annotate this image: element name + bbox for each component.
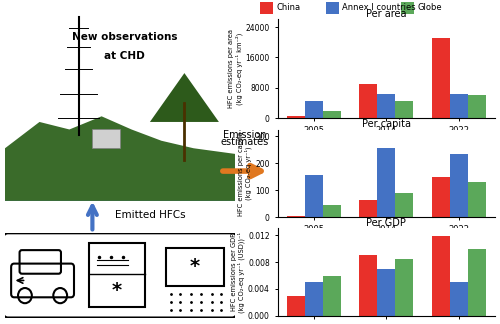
Text: *: *	[112, 281, 122, 300]
Bar	[286, 296, 304, 316]
Text: at CHD: at CHD	[104, 51, 145, 61]
Bar	[377, 269, 396, 316]
Bar	[450, 282, 468, 316]
Bar	[304, 101, 323, 118]
Y-axis label: HFC emissions per capita
(kg CO₂-eq yr⁻¹): HFC emissions per capita (kg CO₂-eq yr⁻¹…	[238, 131, 252, 216]
Bar	[450, 154, 468, 217]
Text: Emission: Emission	[223, 130, 267, 140]
Bar	[468, 249, 486, 316]
Bar	[90, 243, 144, 307]
Y-axis label: HFC emissions per GDP
(kg CO₂-eq yr⁻¹ (USD))⁻¹: HFC emissions per GDP (kg CO₂-eq yr⁻¹ (U…	[230, 232, 245, 313]
Bar	[377, 94, 396, 118]
Bar	[92, 130, 120, 148]
Bar	[286, 116, 304, 118]
Bar	[326, 2, 338, 14]
Bar	[304, 175, 323, 217]
Y-axis label: HFC emissions per area
(kg CO₂-eq yr⁻¹ km⁻²): HFC emissions per area (kg CO₂-eq yr⁻¹ k…	[228, 29, 243, 108]
Bar	[260, 2, 273, 14]
Text: *: *	[190, 258, 200, 276]
Text: Annex I countries: Annex I countries	[342, 3, 416, 12]
Text: China: China	[276, 3, 300, 12]
Bar	[396, 101, 413, 118]
Title: Per capita: Per capita	[362, 119, 411, 129]
Title: Per GDP: Per GDP	[366, 218, 406, 228]
Bar	[166, 249, 224, 285]
Title: Per area: Per area	[366, 9, 406, 19]
Text: New observations: New observations	[72, 32, 178, 42]
Bar	[450, 94, 468, 118]
Bar	[359, 84, 377, 118]
Text: estimates: estimates	[221, 137, 269, 147]
Bar	[359, 200, 377, 217]
Bar	[401, 2, 414, 14]
Bar	[432, 237, 450, 316]
Bar	[468, 96, 486, 118]
Bar	[359, 255, 377, 316]
Polygon shape	[150, 73, 219, 122]
Bar	[432, 39, 450, 118]
Bar	[396, 193, 413, 217]
Bar	[323, 275, 341, 316]
Text: Emitted HFCs: Emitted HFCs	[116, 211, 186, 220]
Text: Globe: Globe	[418, 3, 442, 12]
Bar	[323, 205, 341, 217]
Bar	[468, 182, 486, 217]
Bar	[304, 282, 323, 316]
Bar	[396, 259, 413, 316]
FancyBboxPatch shape	[4, 233, 236, 318]
Bar	[5, 173, 235, 201]
Bar	[377, 148, 396, 217]
Bar	[286, 216, 304, 217]
Bar	[323, 111, 341, 118]
Bar	[432, 177, 450, 217]
Polygon shape	[5, 116, 235, 201]
